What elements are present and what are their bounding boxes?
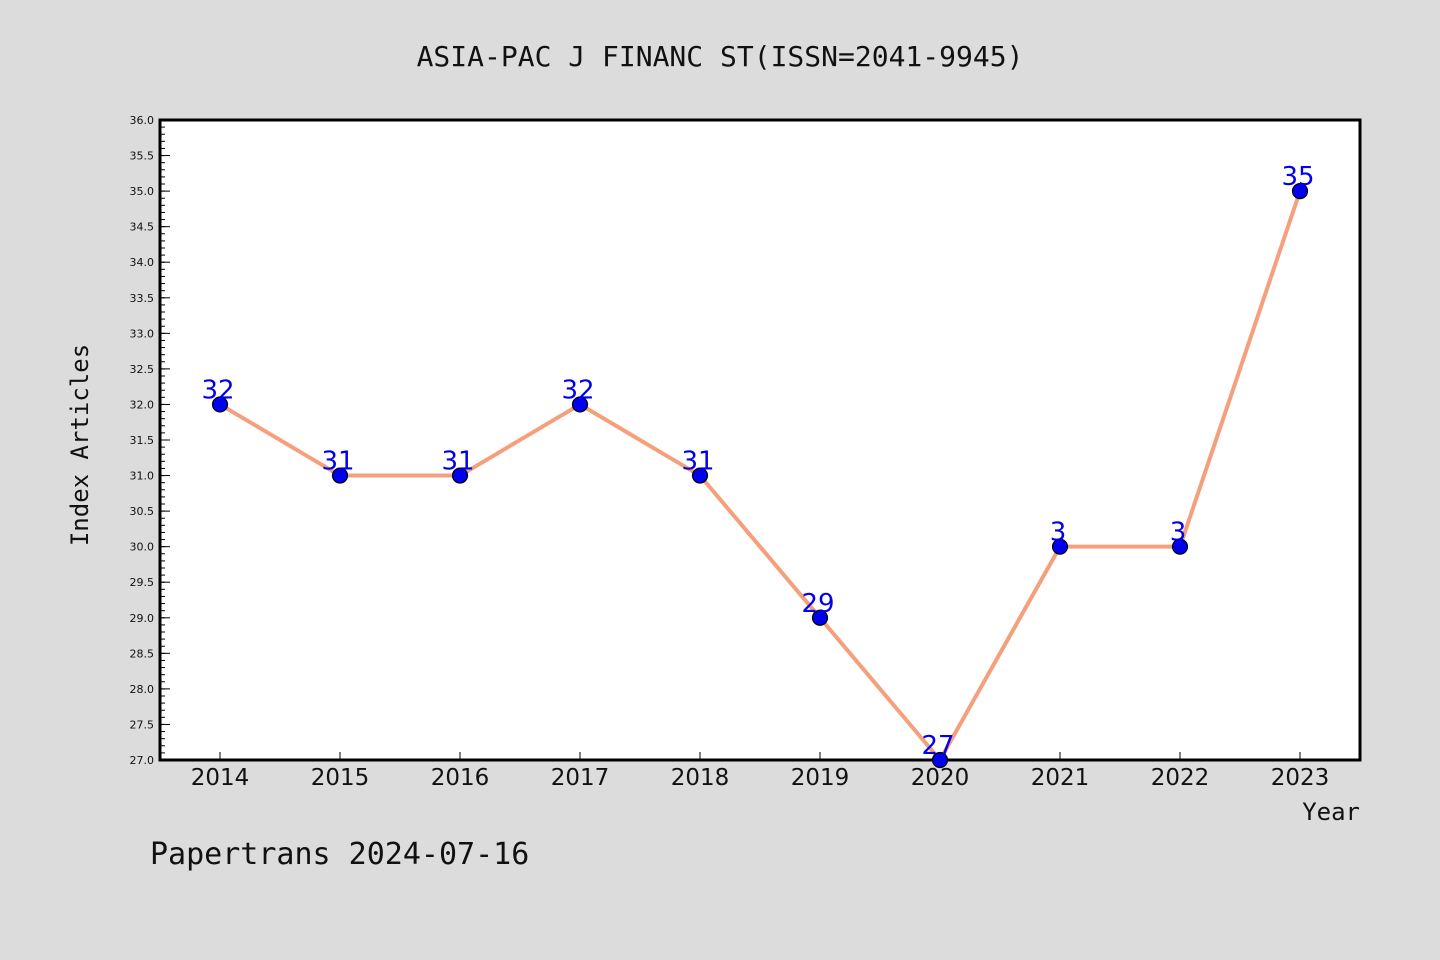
x-tick-label: 2016 [431, 765, 490, 791]
data-label: 3 [1170, 518, 1187, 548]
data-point [571, 396, 589, 413]
data-point [811, 609, 829, 626]
data-label: 29 [801, 589, 834, 619]
y-tick-label: 27.0 [130, 754, 155, 767]
data-point [1051, 538, 1069, 555]
data-label: 35 [1281, 162, 1314, 192]
chart-title: ASIA-PAC J FINANC ST(ISSN=2041-9945) [417, 40, 1024, 73]
series-layer [211, 183, 1309, 769]
footer-text: Papertrans 2024-07-16 [150, 837, 529, 872]
data-labels: 32 31 31 32 31 29 27 3 3 35 [201, 162, 1314, 761]
y-tick-label: 29.5 [130, 576, 155, 589]
y-tick-label: 34.5 [130, 221, 155, 234]
data-point [1171, 538, 1189, 555]
y-tick-label: 30.0 [130, 541, 155, 554]
x-axis: 2014 2015 2016 2017 2018 2019 2020 2021 2022 2023 [191, 752, 1330, 791]
data-point [451, 467, 469, 484]
data-label: 3 [1050, 518, 1067, 548]
x-axis-title: Year [1302, 798, 1360, 826]
x-tick-label: 2019 [791, 765, 850, 791]
y-tick-label: 34.0 [130, 256, 155, 269]
series-line [218, 190, 1302, 762]
y-tick-label: 32.0 [130, 398, 155, 411]
x-tick-label: 2022 [1151, 765, 1210, 791]
data-label: 32 [201, 375, 234, 405]
data-point [931, 751, 949, 769]
y-axis: 27.0 27.5 28.0 28.5 29.0 29.5 30.0 30.5 31.0 31.5… [130, 114, 170, 767]
x-tick-label: 2018 [671, 765, 730, 791]
x-tick-label: 2020 [911, 765, 970, 791]
y-tick-label: 36.0 [130, 114, 155, 127]
y-axis-title: Index Articles [66, 344, 94, 546]
data-point [331, 467, 349, 484]
y-tick-label: 28.5 [130, 647, 155, 660]
y-tick-label: 28.0 [130, 683, 155, 696]
y-tick-label: 31.0 [130, 470, 155, 483]
data-label: 31 [321, 447, 354, 477]
x-tick-label: 2023 [1271, 765, 1330, 791]
data-label: 32 [561, 375, 594, 405]
data-point [691, 467, 709, 484]
y-tick-label: 33.0 [130, 327, 155, 340]
x-tick-label: 2015 [311, 765, 370, 791]
y-tick-label: 29.0 [130, 612, 155, 625]
data-label: 27 [921, 731, 954, 761]
data-point [211, 396, 229, 413]
data-label: 31 [441, 447, 474, 477]
y-tick-label: 30.5 [130, 505, 155, 518]
data-label: 31 [681, 447, 714, 477]
y-tick-label: 33.5 [130, 292, 155, 305]
x-tick-label: 2014 [191, 765, 250, 791]
y-tick-label: 35.5 [130, 150, 155, 163]
y-tick-label: 31.5 [130, 434, 155, 447]
y-tick-label: 27.5 [130, 718, 155, 731]
x-tick-label: 2021 [1031, 765, 1090, 791]
data-point [1291, 183, 1309, 200]
y-tick-label: 35.0 [130, 185, 155, 198]
x-tick-label: 2017 [551, 765, 610, 791]
y-tick-label: 32.5 [130, 363, 155, 376]
plot-area [158, 118, 1362, 762]
